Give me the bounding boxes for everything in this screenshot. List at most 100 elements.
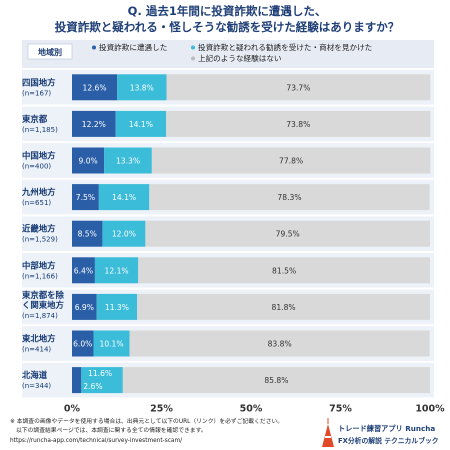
bar-segment (166, 110, 431, 137)
chart-title-line1: Q. 過去1年間に投資詐欺に遭遇した、 (128, 4, 327, 18)
bar-value-label: 12.1% (105, 266, 129, 275)
category-n-label: (n=414) (22, 346, 51, 354)
category-label: 北海道 (22, 370, 48, 380)
bar-value-label: 14.1% (112, 193, 136, 202)
x-tick-label: 0% (64, 403, 81, 414)
bar-segment (72, 367, 82, 394)
bar-segment (149, 184, 430, 211)
tower-icon-band (325, 436, 331, 438)
x-tick-label: 75% (329, 403, 352, 414)
footer-note-1: ※ 本調査の画像やデータを使用する場合は、出典元として以下のURL（リンク）を必… (10, 417, 283, 425)
bar-segment (122, 367, 430, 394)
category-n-label: (n=1,874) (22, 312, 58, 320)
bar-value-label: 79.5% (276, 230, 300, 239)
bar-value-label: 2.6% (83, 382, 102, 391)
legend-swatch-3 (191, 56, 195, 61)
x-tick-label: 50% (240, 403, 263, 414)
category-label: 四国地方 (22, 77, 56, 87)
legend-label-2: 投資詐欺と疑われる勧誘を受けた・商材を見かけた (198, 42, 372, 52)
bar-value-label: 6.9% (75, 303, 94, 312)
category-label: 東京都 (21, 114, 48, 124)
x-tick-label: 25% (150, 403, 173, 414)
legend-label-1: 投資詐欺に遭遇した (99, 42, 167, 52)
bar-segment (137, 293, 430, 320)
bar-segment (102, 220, 146, 247)
bar-value-label: 73.7% (286, 83, 310, 92)
bar-value-label: 10.1% (99, 340, 123, 349)
bar-value-label: 81.8% (272, 303, 296, 312)
bar-value-label: 11.3% (105, 303, 129, 312)
bar-segment (96, 293, 138, 320)
bar-segment (93, 330, 130, 357)
bar-value-label: 6.0% (73, 340, 92, 349)
x-tick-label: 100% (415, 403, 445, 414)
bar-segment (151, 147, 431, 174)
bar-value-label: 12.0% (112, 230, 136, 239)
chart-title-line2: 投資詐欺と疑われる・怪しそうな勧誘を受けた経験はありますか？ (55, 20, 399, 34)
bar-segment (72, 220, 103, 247)
bar-segment (115, 110, 167, 137)
category-n-label: (n=1,166) (22, 272, 58, 280)
bar-segment (72, 257, 95, 284)
bar-segment (117, 74, 167, 101)
logo-line1: トレード練習アプリ Runcha (338, 424, 435, 433)
bar-value-label: 14.1% (129, 120, 153, 129)
bar-value-label: 85.8% (264, 376, 288, 385)
category-n-label: (n=400) (22, 163, 51, 171)
category-n-label: (n=1,185) (22, 126, 58, 134)
bar-value-label: 7.5% (76, 193, 95, 202)
bar-segment (72, 74, 118, 101)
legend-swatch-1 (92, 45, 96, 50)
legend-swatch-2 (191, 45, 195, 50)
bar-segment (72, 147, 105, 174)
bar-value-label: 81.5% (272, 266, 296, 275)
logo-line2: FX分析の解説 テクニカルブック (338, 436, 439, 445)
header-band (22, 40, 434, 68)
bar-segment (72, 330, 94, 357)
bar-segment (72, 293, 97, 320)
bar-segment (138, 257, 431, 284)
bar-value-label: 8.5% (78, 230, 97, 239)
category-label: 東北地方 (21, 334, 56, 344)
bar-segment (166, 74, 431, 101)
bar-segment (72, 184, 99, 211)
bar-value-label: 12.6% (82, 83, 106, 92)
bar-segment (81, 367, 123, 394)
bar-value-label: 73.8% (286, 120, 310, 129)
bar-value-label: 13.3% (116, 157, 140, 166)
category-label: 中部地方 (22, 260, 56, 270)
x-axis: 0% 25% 50% 75% 100% (64, 403, 445, 414)
legend: 投資詐欺に遭遇した 投資詐欺と疑われる勧誘を受けた・商材を見かけた 上記のような… (92, 42, 372, 63)
runcha-logo: トレード練習アプリ Runcha FX分析の解説 テクニカルブック (322, 418, 439, 447)
bar-value-label: 12.2% (82, 120, 106, 129)
category-header: 地域別 (38, 47, 62, 57)
category-label: 東京都を除 (21, 290, 64, 300)
bar-value-label: 11.6% (88, 369, 112, 378)
category-label: く関東地方 (22, 300, 64, 310)
bar-segment (104, 147, 152, 174)
bar-value-label: 6.4% (74, 266, 93, 275)
category-n-label: (n=344) (22, 382, 51, 390)
footer-note-2: 以下の調査結果ページでは、本調査に関する全ての情報を確認できます。 (16, 426, 207, 434)
bar-segment (145, 220, 430, 247)
bar-segment (94, 257, 139, 284)
category-label: 近畿地方 (22, 224, 56, 234)
category-n-label: (n=651) (22, 199, 51, 207)
category-n-label: (n=1,529) (22, 236, 58, 244)
bar-value-label: 9.0% (78, 157, 97, 166)
bar-value-label: 83.8% (268, 340, 292, 349)
legend-label-3: 上記のような経験はない (198, 53, 282, 63)
category-header-box (27, 43, 73, 60)
tower-icon (322, 424, 334, 447)
bar-segment (98, 184, 150, 211)
category-label: 九州地方 (21, 187, 56, 197)
bar-value-label: 77.8% (279, 157, 303, 166)
plot-rows: 四国地方 (n=167) 12.6% 13.8% 73.7% 東京都 (n=1,185) 12… (21, 70, 434, 398)
bar-segment (129, 330, 430, 357)
bar-segment (72, 110, 116, 137)
category-n-label: (n=167) (22, 89, 51, 97)
category-label: 中国地方 (22, 151, 56, 161)
footer-url: https://runcha-app.com/technical/survey-… (10, 438, 182, 444)
bar-value-label: 78.3% (277, 193, 301, 202)
